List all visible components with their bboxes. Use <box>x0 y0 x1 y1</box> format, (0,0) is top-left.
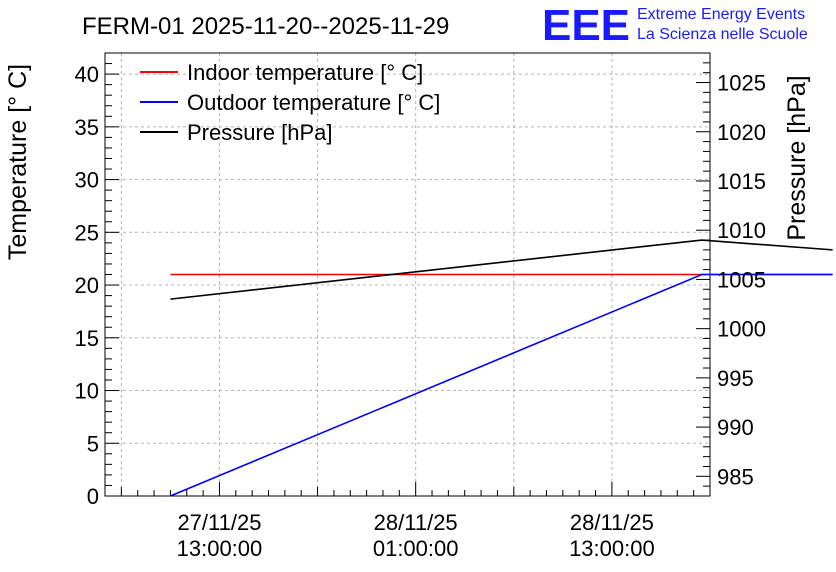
legend-label-2: Outdoor temperature [° C] <box>187 90 440 115</box>
y-tick-label: 0 <box>87 484 99 509</box>
logo-line-2: La Scienza nelle Scuole <box>637 26 808 43</box>
y2-tick-label: 1020 <box>717 120 766 145</box>
legend-label-3: Pressure [hPa] <box>187 120 333 145</box>
y2-tick-label: 985 <box>717 464 754 489</box>
y2-axis-title: Pressure [hPa] <box>783 75 811 240</box>
y-tick-label: 15 <box>75 326 99 351</box>
y-tick-label: 5 <box>87 431 99 456</box>
y2-tick-label: 1015 <box>717 169 766 194</box>
x-tick-label-time: 01:00:00 <box>373 536 459 561</box>
y-tick-label: 30 <box>75 168 99 193</box>
x-tick-label-time: 13:00:00 <box>177 536 263 561</box>
x-tick-label-date: 28/11/25 <box>374 510 458 535</box>
y2-tick-label: 1005 <box>717 267 766 292</box>
legend-label-1: Indoor temperature [° C] <box>187 60 423 85</box>
y2-tick-label: 990 <box>717 415 754 440</box>
series-lines <box>170 239 833 497</box>
y-axis-title: Temperature [° C] <box>4 64 32 260</box>
y-tick-label: 20 <box>75 273 99 298</box>
logo-line-1: Extreme Energy Events <box>637 6 805 23</box>
grid <box>105 53 710 496</box>
series-line-3 <box>170 239 833 300</box>
series-line-2 <box>170 273 833 497</box>
x-tick-label-date: 27/11/25 <box>177 510 261 535</box>
chart-title: FERM-01 2025-11-20--2025-11-29 <box>82 13 449 40</box>
y-tick-label: 25 <box>75 220 99 245</box>
y-tick-label: 10 <box>75 379 99 404</box>
y-tick-label: 40 <box>75 62 99 87</box>
y2-tick-label: 1000 <box>717 317 766 342</box>
x-tick-label-date: 28/11/25 <box>570 510 654 535</box>
tick-labels: 0510152025303540985990995100010051010101… <box>75 62 766 561</box>
x-tick-label-time: 13:00:00 <box>569 536 655 561</box>
y2-tick-label: 1025 <box>717 71 766 96</box>
tick-marks <box>104 52 710 497</box>
y2-tick-label: 995 <box>717 366 754 391</box>
y2-tick-label: 1010 <box>717 218 766 243</box>
logo-mark: EEE <box>542 1 630 50</box>
legend: Indoor temperature [° C] Outdoor temperat… <box>140 60 440 145</box>
y-tick-label: 35 <box>75 115 99 140</box>
eee-logo: EEE Extreme Energy Events La Scienza nel… <box>542 1 808 50</box>
